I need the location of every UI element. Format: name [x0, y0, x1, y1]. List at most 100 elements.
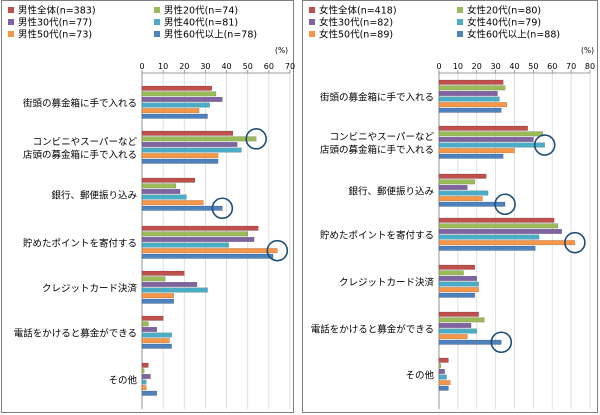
bar [141, 136, 257, 142]
bar [438, 228, 562, 234]
bar [141, 225, 259, 231]
bar [438, 276, 477, 281]
bar [438, 287, 479, 293]
legend-swatch [309, 7, 315, 13]
unit-label: (%) [581, 46, 594, 55]
bar [141, 231, 248, 237]
bar [438, 102, 508, 108]
bar [141, 298, 174, 304]
x-tick-label: 80 [585, 62, 595, 71]
bar [141, 130, 234, 136]
bar [438, 323, 472, 328]
x-tick-label: 0 [436, 62, 441, 71]
bar [141, 338, 170, 344]
bar [438, 90, 498, 96]
bar [141, 321, 149, 327]
category-label: クレジットカード決済 [339, 276, 435, 288]
bar [438, 190, 489, 196]
legend-label: 男性50代(n=73) [18, 29, 92, 41]
bar [438, 380, 451, 386]
bar [438, 96, 500, 102]
bar [438, 270, 464, 276]
bar [141, 287, 208, 293]
bar [141, 91, 217, 97]
legend-swatch [8, 31, 14, 37]
bar [141, 253, 274, 259]
legend-swatch [457, 7, 463, 13]
category-label: 街頭の募金箱に手で入れる [320, 91, 434, 103]
legend-swatch [154, 7, 160, 13]
bar [438, 328, 477, 334]
category-label: 電話をかけると募金ができる [14, 327, 137, 339]
legend-label: 女性30代(n=82) [319, 17, 393, 29]
bar [141, 158, 219, 164]
legend-label: 女性20代(n=80) [467, 5, 541, 17]
bar [438, 369, 445, 374]
bar [438, 142, 545, 148]
bar [438, 201, 506, 207]
bar [141, 141, 238, 147]
highlight-circle [211, 197, 234, 220]
legend-label: 女性50代(n=89) [319, 29, 393, 41]
bar [438, 357, 449, 363]
bar [438, 136, 534, 142]
highlight-circle [490, 331, 513, 354]
legend-swatch [154, 19, 160, 25]
category-label: 電話をかけると募金ができる [311, 323, 434, 335]
legend-label: 男性60代以上(n=78) [164, 29, 257, 41]
category-label: その他 [108, 374, 137, 386]
category-label: その他 [405, 369, 434, 381]
bar [141, 385, 147, 391]
bar [141, 113, 208, 119]
bar [141, 293, 174, 299]
bar [438, 334, 468, 340]
bar [438, 292, 476, 298]
x-tick-label: 20 [179, 62, 189, 71]
highlight-circle [533, 134, 556, 156]
chart-female: 女性全体(n=418) 女性20代(n=80) 女性30代(n=82) 女性40代(n… [309, 5, 595, 409]
bar [438, 179, 476, 185]
legend-swatch [309, 19, 315, 25]
legend-label: 女性全体(n=418) [319, 5, 397, 17]
bar [141, 248, 278, 254]
bar [141, 270, 185, 276]
bar [438, 131, 544, 137]
bar [141, 236, 255, 242]
bar [141, 379, 147, 385]
highlight-circle [245, 128, 267, 150]
bar [438, 217, 555, 223]
bar [141, 177, 196, 183]
bar [438, 125, 528, 131]
x-tick-label: 70 [566, 62, 576, 71]
x-tick-label: 10 [453, 62, 463, 71]
bar [141, 242, 229, 248]
bar [141, 205, 223, 211]
bar [141, 200, 204, 206]
bar [141, 390, 158, 396]
bar [141, 327, 158, 332]
category-label: 店頭の募金箱に手で入れる [23, 149, 137, 161]
bar [438, 196, 483, 202]
bar [141, 96, 223, 102]
x-tick-label: 50 [528, 62, 538, 71]
bar [141, 194, 187, 200]
x-tick-label: 40 [509, 62, 519, 71]
bar [438, 85, 506, 91]
bar [141, 85, 212, 91]
highlight-circle [564, 231, 586, 254]
legend-swatch [154, 31, 160, 37]
bar [438, 245, 536, 251]
legend-swatch [457, 31, 463, 37]
legend-swatch [457, 19, 463, 25]
x-tick-label: 10 [158, 62, 168, 71]
highlight-circle [494, 193, 516, 216]
bar [438, 374, 447, 380]
bar [141, 153, 219, 159]
x-tick-label: 30 [491, 62, 501, 71]
x-tick-label: 20 [472, 62, 482, 71]
bar [141, 343, 172, 349]
bar [141, 362, 149, 368]
legend-label: 女性60代以上(n=88) [467, 29, 560, 41]
category-label: クレジットカード決済 [42, 282, 138, 294]
bar [141, 183, 177, 189]
